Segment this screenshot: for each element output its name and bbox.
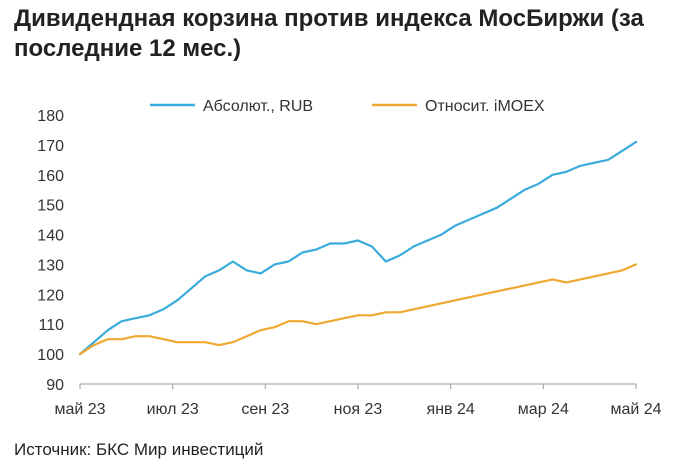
y-tick-label: 150 bbox=[37, 198, 64, 215]
series-line-relative-imoex bbox=[78, 263, 638, 356]
x-tick-label: июл 23 bbox=[147, 401, 199, 418]
x-tick-label: май 24 bbox=[610, 401, 661, 418]
y-tick-label: 130 bbox=[37, 257, 64, 274]
y-tick-label: 110 bbox=[38, 317, 64, 334]
legend-label: Абсолют., RUB bbox=[203, 98, 313, 115]
y-tick-label: 90 bbox=[46, 377, 64, 394]
axes: 90 100 110 120 130 140 150 160 170 180 май 23 июл 2… bbox=[37, 108, 661, 418]
x-tick-label: мар 24 bbox=[518, 401, 569, 418]
y-tick-label: 160 bbox=[37, 168, 64, 185]
x-tick-label: сен 23 bbox=[241, 401, 289, 418]
y-tick-label: 170 bbox=[37, 138, 64, 155]
y-tick-label: 180 bbox=[37, 108, 64, 125]
series-line-absolute-rub bbox=[78, 140, 638, 356]
y-tick-label: 100 bbox=[37, 347, 64, 364]
x-tick-label: янв 24 bbox=[427, 401, 475, 418]
legend-label: Относит. iMOEX bbox=[425, 98, 545, 115]
y-tick-label: 120 bbox=[37, 287, 64, 304]
legend: Абсолют., RUB Относит. iMOEX bbox=[150, 98, 545, 115]
source-note: Источник: БКС Мир инвестиций bbox=[14, 440, 264, 459]
x-tick-label: май 23 bbox=[54, 401, 105, 418]
y-tick-label: 140 bbox=[37, 228, 64, 245]
chart-title: Дивидендная корзина против индекса МосБи… bbox=[14, 5, 644, 62]
series-group bbox=[78, 140, 638, 356]
x-tick-label: ноя 23 bbox=[334, 401, 383, 418]
